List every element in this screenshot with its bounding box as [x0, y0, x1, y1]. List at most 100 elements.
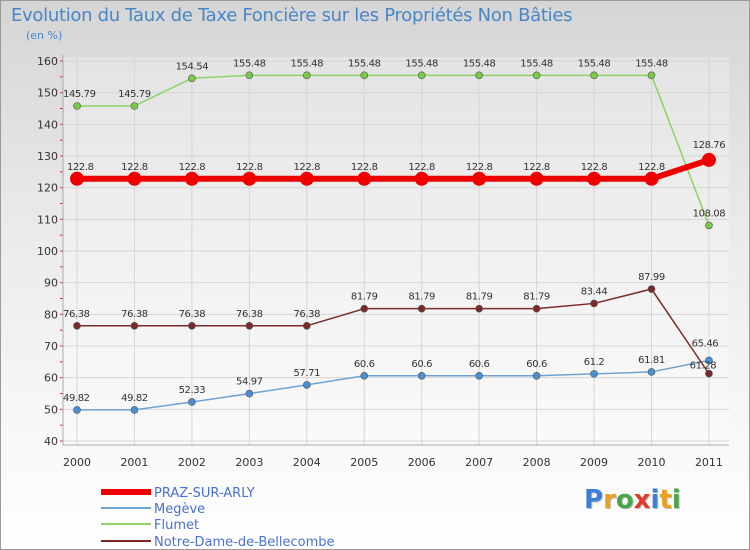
y-tick-label: 120: [37, 182, 58, 195]
data-label: 122.8: [179, 162, 206, 173]
data-label: 60.6: [411, 359, 432, 370]
x-tick-label: 2010: [638, 456, 666, 469]
data-point: [242, 171, 257, 186]
data-label: 76.38: [179, 309, 206, 320]
legend-label: PRAZ-SUR-ARLY: [154, 486, 255, 501]
data-point: [417, 304, 426, 313]
x-tick-label: 2000: [63, 456, 91, 469]
data-label: 122.8: [638, 162, 665, 173]
legend-label: Megève: [154, 502, 205, 517]
data-label: 155.48: [291, 58, 324, 69]
data-point: [302, 381, 311, 389]
data-label: 76.38: [63, 309, 90, 320]
data-label: 83.44: [581, 286, 608, 297]
data-point: [70, 171, 84, 186]
data-label: 49.82: [121, 393, 148, 404]
x-tick-label: 2008: [523, 456, 551, 469]
logo-letter: r: [603, 485, 616, 515]
data-point: [705, 356, 713, 365]
legend-label: Notre-Dame-de-Bellecombe: [154, 535, 334, 550]
data-point: [188, 321, 196, 330]
data-point: [360, 371, 369, 380]
data-point: [475, 371, 483, 380]
data-point: [357, 171, 372, 186]
y-tick-label: 150: [37, 87, 58, 100]
data-point: [188, 398, 196, 406]
data-label: 122.8: [236, 162, 263, 173]
logo-letter: i: [671, 485, 681, 515]
data-label: 81.79: [466, 292, 493, 303]
y-tick-label: 160: [37, 55, 58, 68]
data-label: 49.82: [63, 393, 90, 404]
data-point: [590, 299, 598, 308]
data-label: 155.48: [405, 58, 438, 69]
data-point: [644, 171, 659, 186]
data-point: [73, 406, 81, 414]
data-label: 155.48: [348, 58, 381, 69]
x-tick-label: 2003: [235, 456, 263, 469]
x-tick-label: 2005: [350, 456, 378, 469]
x-tick-label: 2006: [408, 456, 436, 469]
data-point: [360, 304, 369, 313]
data-point: [414, 171, 429, 186]
proxiti-logo: Proxiti: [584, 485, 681, 515]
data-label: 155.48: [463, 58, 496, 69]
y-tick-label: 110: [37, 213, 58, 226]
logo-letter: P: [584, 485, 604, 515]
data-point: [299, 171, 314, 186]
logo-letter: x: [633, 485, 651, 515]
series-line-2: [77, 74, 710, 226]
data-label: 122.8: [466, 162, 493, 173]
data-label: 145.79: [118, 89, 151, 100]
data-point: [184, 171, 199, 186]
data-label: 60.6: [354, 359, 375, 370]
x-tick-label: 2004: [293, 456, 321, 469]
x-tick-label: 2007: [465, 456, 493, 469]
data-point: [532, 304, 541, 313]
data-point: [130, 406, 139, 414]
data-point: [475, 304, 483, 313]
series-line-1: [77, 359, 710, 411]
data-label: 122.8: [581, 162, 608, 173]
x-tick-label: 2001: [120, 456, 148, 469]
y-tick-label: 140: [37, 118, 58, 131]
data-label: 60.6: [469, 359, 490, 370]
data-label: 61.28: [690, 361, 717, 372]
y-tick-label: 100: [37, 245, 58, 258]
data-point: [475, 71, 483, 80]
data-point: [302, 71, 311, 80]
data-point: [590, 71, 598, 80]
series-line-3: [77, 288, 710, 375]
data-point: [302, 321, 311, 330]
data-point: [647, 368, 656, 376]
data-label: 57.71: [293, 368, 320, 379]
data-label: 122.8: [523, 162, 550, 173]
data-label: 81.79: [523, 292, 550, 303]
data-label: 145.79: [63, 89, 96, 100]
y-tick-label: 70: [44, 340, 58, 353]
y-tick-label: 90: [44, 277, 58, 290]
data-label: 65.46: [692, 338, 719, 349]
chart-subtitle: (en %): [26, 29, 63, 42]
data-point: [647, 71, 656, 80]
data-label: 52.33: [179, 385, 206, 396]
data-point: [705, 369, 713, 378]
data-label: 122.8: [293, 162, 320, 173]
legend-label: Flumet: [154, 518, 199, 533]
data-label: 76.38: [121, 309, 148, 320]
y-tick-label: 80: [44, 308, 58, 321]
data-label: 122.8: [408, 162, 435, 173]
data-point: [245, 321, 254, 330]
data-label: 87.99: [638, 272, 665, 283]
data-label: 54.97: [236, 377, 263, 388]
data-point: [360, 71, 369, 80]
data-point: [73, 102, 81, 110]
logo-letter: t: [659, 485, 672, 515]
y-tick-label: 60: [44, 372, 58, 385]
data-label: 81.79: [351, 292, 378, 303]
data-label: 76.38: [236, 309, 263, 320]
data-label: 155.48: [233, 58, 266, 69]
data-label: 155.48: [635, 58, 668, 69]
series-line-0: [77, 157, 710, 182]
